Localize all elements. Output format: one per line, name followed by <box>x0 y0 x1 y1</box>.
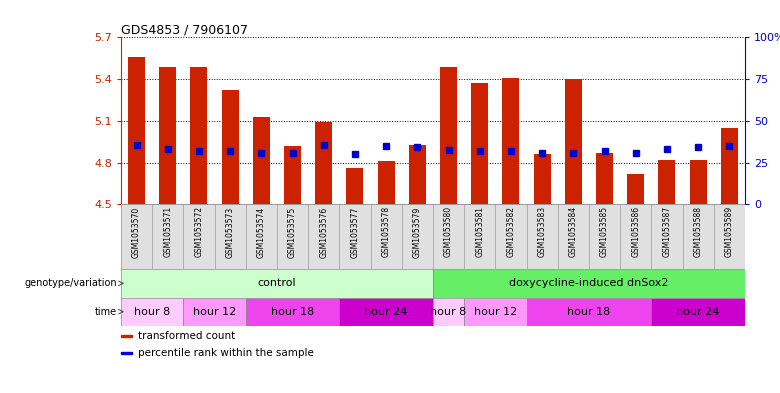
Text: GSM1053573: GSM1053573 <box>225 206 235 257</box>
Bar <box>471 83 488 204</box>
Text: GSM1053578: GSM1053578 <box>381 206 391 257</box>
Bar <box>502 78 519 204</box>
Text: doxycycline-induced dnSox2: doxycycline-induced dnSox2 <box>509 278 668 288</box>
Text: GSM1053571: GSM1053571 <box>163 206 172 257</box>
Bar <box>721 128 738 204</box>
Bar <box>627 174 644 204</box>
Bar <box>651 298 745 326</box>
Bar <box>526 298 651 326</box>
Bar <box>464 298 526 326</box>
Text: hour 12: hour 12 <box>193 307 236 317</box>
Bar <box>284 146 301 204</box>
Text: hour 8: hour 8 <box>134 307 170 317</box>
Bar <box>534 154 551 204</box>
Bar <box>222 90 239 204</box>
Text: GSM1053583: GSM1053583 <box>537 206 547 257</box>
Bar <box>315 122 332 204</box>
Bar <box>246 298 339 326</box>
Bar <box>253 117 270 204</box>
Text: GSM1053570: GSM1053570 <box>132 206 141 257</box>
Bar <box>121 335 132 337</box>
Text: hour 24: hour 24 <box>364 307 408 317</box>
Bar <box>159 66 176 204</box>
Text: GSM1053584: GSM1053584 <box>569 206 578 257</box>
Bar <box>190 66 207 204</box>
Bar <box>128 57 145 204</box>
Text: hour 12: hour 12 <box>473 307 517 317</box>
Text: GSM1053572: GSM1053572 <box>194 206 204 257</box>
Bar <box>121 298 183 326</box>
Text: GSM1053582: GSM1053582 <box>506 206 516 257</box>
Text: GSM1053576: GSM1053576 <box>319 206 328 257</box>
Bar <box>121 269 433 298</box>
Bar <box>433 269 745 298</box>
Text: GSM1053574: GSM1053574 <box>257 206 266 257</box>
Text: hour 24: hour 24 <box>676 307 720 317</box>
Text: transformed count: transformed count <box>138 331 236 341</box>
Bar <box>658 160 675 204</box>
Text: GSM1053577: GSM1053577 <box>350 206 360 257</box>
Bar <box>183 298 246 326</box>
Text: time: time <box>95 307 117 317</box>
Text: GSM1053579: GSM1053579 <box>413 206 422 257</box>
Text: GSM1053580: GSM1053580 <box>444 206 453 257</box>
Bar <box>565 79 582 204</box>
Text: GSM1053585: GSM1053585 <box>600 206 609 257</box>
Bar <box>409 145 426 204</box>
Text: hour 18: hour 18 <box>271 307 314 317</box>
Text: GSM1053588: GSM1053588 <box>693 206 703 257</box>
Text: hour 8: hour 8 <box>431 307 466 317</box>
Text: GSM1053587: GSM1053587 <box>662 206 672 257</box>
Bar <box>346 168 363 204</box>
Text: percentile rank within the sample: percentile rank within the sample <box>138 348 314 358</box>
Bar <box>690 160 707 204</box>
Bar <box>440 66 457 204</box>
Text: GSM1053586: GSM1053586 <box>631 206 640 257</box>
Text: GSM1053581: GSM1053581 <box>475 206 484 257</box>
Bar <box>339 298 433 326</box>
Bar <box>433 298 464 326</box>
Bar <box>121 352 132 354</box>
Text: hour 18: hour 18 <box>567 307 611 317</box>
Bar <box>596 153 613 204</box>
Bar <box>378 161 395 204</box>
Text: GSM1053575: GSM1053575 <box>288 206 297 257</box>
Text: genotype/variation: genotype/variation <box>24 278 117 288</box>
Text: GDS4853 / 7906107: GDS4853 / 7906107 <box>121 23 248 36</box>
Text: GSM1053589: GSM1053589 <box>725 206 734 257</box>
Text: control: control <box>257 278 296 288</box>
